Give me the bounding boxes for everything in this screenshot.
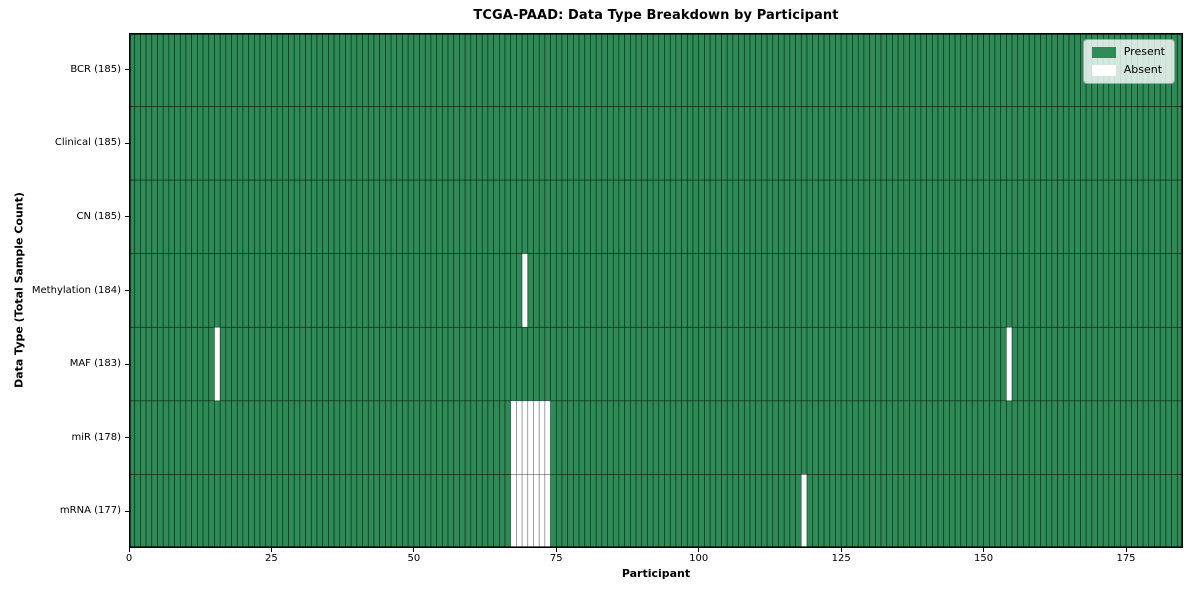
x-axis-label: Participant [621,567,691,580]
y-tick-mark [125,142,129,144]
plot-area: Present Absent [129,33,1183,548]
y-tick-mark [125,363,129,365]
absent-swatch [1091,64,1116,76]
legend-label-absent: Absent [1123,63,1163,76]
x-tick-label: 125 [831,553,851,564]
y-tick-mark [125,290,129,291]
y-tick-mark [125,437,129,439]
y-tick-mark [125,510,129,512]
x-tick-mark [413,548,415,552]
x-tick-mark [270,548,272,552]
x-tick-label: 0 [125,553,133,564]
present-swatch [1091,46,1116,58]
x-tick-label: 75 [549,553,563,564]
y-tick-label-clinical: Clinical (185) [54,137,121,149]
legend-item-absent: Absent [1091,63,1165,76]
y-tick-label-mir: miR (178) [71,431,121,443]
x-tick-mark [840,548,842,552]
x-tick-mark [555,548,557,552]
y-tick-mark [125,216,129,218]
y-tick-label-mrna: mRNA (177) [59,505,121,517]
y-tick-label-methylation: Methylation (184) [31,284,121,296]
x-tick-label: 175 [1116,553,1136,564]
chart-title: TCGA-PAAD: Data Type Breakdown by Partic… [473,8,839,23]
x-tick-mark [128,548,130,552]
legend: Present Absent [1082,39,1175,84]
heatmap-cells [129,33,1183,548]
legend-item-present: Present [1091,45,1165,58]
x-tick-mark [983,548,985,552]
x-tick-mark [698,548,700,552]
x-tick-label: 150 [974,553,994,564]
x-tick-mark [1125,548,1127,552]
x-tick-label: 100 [689,553,709,564]
y-tick-label-bcr: BCR (185) [70,63,121,75]
y-tick-mark [125,69,129,71]
x-tick-label: 25 [265,553,278,564]
legend-label-present: Present [1123,45,1165,58]
y-tick-label-cn: CN (185) [76,210,121,222]
x-tick-label: 50 [407,553,421,564]
y-tick-label-maf: MAF (183) [69,358,121,370]
